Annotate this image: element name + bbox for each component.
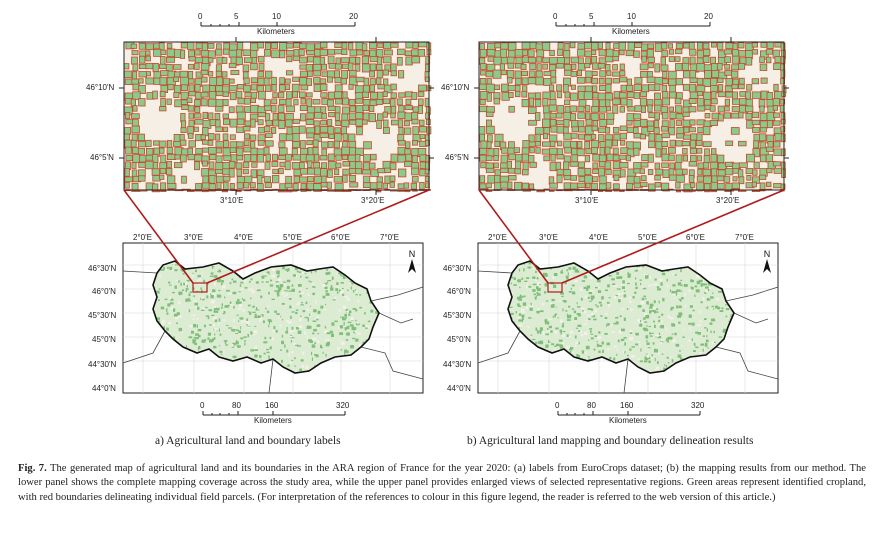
lat-label: 46°30'N	[88, 264, 117, 273]
lon-label: 3°20'E	[716, 196, 740, 205]
scale-tick: 0	[555, 401, 560, 410]
lon-label: 2°0'E	[133, 233, 152, 242]
zoom-extent-box	[547, 282, 563, 293]
lat-label: 45°30'N	[443, 311, 472, 320]
lon-label: 7°0'E	[380, 233, 399, 242]
lon-label: 3°0'E	[184, 233, 203, 242]
scale-tick: 20	[349, 12, 358, 21]
scale-unit: Kilometers	[254, 416, 292, 425]
lon-label: 6°0'E	[331, 233, 350, 242]
lat-label: 45°0'N	[92, 335, 116, 344]
scale-tick: 80	[232, 401, 241, 410]
lon-label: 2°0'E	[488, 233, 507, 242]
lat-label: 44°0'N	[92, 384, 116, 393]
zoom-extent-box	[192, 282, 208, 293]
scale-unit: Kilometers	[609, 416, 647, 425]
zoom-map-b	[478, 41, 787, 193]
subfigure-caption-b: b) Agricultural land mapping and boundar…	[467, 435, 754, 447]
lat-label: 46°5'N	[90, 153, 114, 162]
scale-tick: 0	[200, 401, 205, 410]
lat-label: 44°30'N	[443, 360, 472, 369]
lat-label: 46°10'N	[441, 83, 470, 92]
scale-tick: 320	[336, 401, 350, 410]
lon-label: 3°10'E	[220, 196, 244, 205]
lat-label: 45°0'N	[447, 335, 471, 344]
scale-tick: 20	[704, 12, 713, 21]
scale-tick: 5	[589, 12, 594, 21]
scale-unit: Kilometers	[612, 27, 650, 36]
scale-tick: 10	[627, 12, 636, 21]
lon-label: 7°0'E	[735, 233, 754, 242]
north-arrow-icon	[763, 259, 771, 273]
north-arrow-label: N	[764, 249, 771, 259]
scale-unit: Kilometers	[257, 27, 295, 36]
lat-label: 45°30'N	[88, 311, 117, 320]
scale-tick: 0	[198, 12, 203, 21]
lat-label: 46°0'N	[92, 287, 116, 296]
lon-label: 4°0'E	[589, 233, 608, 242]
lat-label: 46°5'N	[445, 153, 469, 162]
scale-tick: 80	[587, 401, 596, 410]
figure-caption-text: The generated map of agricultural land a…	[18, 463, 866, 503]
overview-frame: N	[477, 242, 779, 394]
scale-tick: 160	[620, 401, 634, 410]
north-arrow-label: N	[409, 249, 416, 259]
lon-label: 3°0'E	[539, 233, 558, 242]
lon-label: 4°0'E	[234, 233, 253, 242]
lon-label: 3°10'E	[575, 196, 599, 205]
zoom-map-a	[123, 41, 432, 193]
overview-scale-bar	[557, 411, 701, 416]
lon-label: 5°0'E	[638, 233, 657, 242]
lon-label: 6°0'E	[686, 233, 705, 242]
zoom-ticks-b	[474, 37, 789, 195]
zoom-ticks-a	[119, 37, 434, 195]
lat-label: 44°0'N	[447, 384, 471, 393]
scale-tick: 5	[234, 12, 239, 21]
lat-label: 46°10'N	[86, 83, 115, 92]
overview-frame: N	[122, 242, 424, 394]
scale-bar-graphic	[555, 22, 711, 27]
lat-label: 46°30'N	[443, 264, 472, 273]
scale-tick: 320	[691, 401, 705, 410]
scale-bar-graphic	[200, 22, 356, 27]
scale-tick: 10	[272, 12, 281, 21]
figure-caption: Fig. 7. The generated map of agricultura…	[18, 462, 866, 505]
figure-label: Fig. 7.	[18, 463, 47, 474]
lon-label: 3°20'E	[361, 196, 385, 205]
lat-label: 46°0'N	[447, 287, 471, 296]
lon-label: 5°0'E	[283, 233, 302, 242]
subfigure-caption-a: a) Agricultural land and boundary labels	[155, 435, 341, 447]
overview-scale-bar	[202, 411, 346, 416]
lat-label: 44°30'N	[88, 360, 117, 369]
scale-tick: 0	[553, 12, 558, 21]
scale-tick: 160	[265, 401, 279, 410]
north-arrow-icon	[408, 259, 416, 273]
